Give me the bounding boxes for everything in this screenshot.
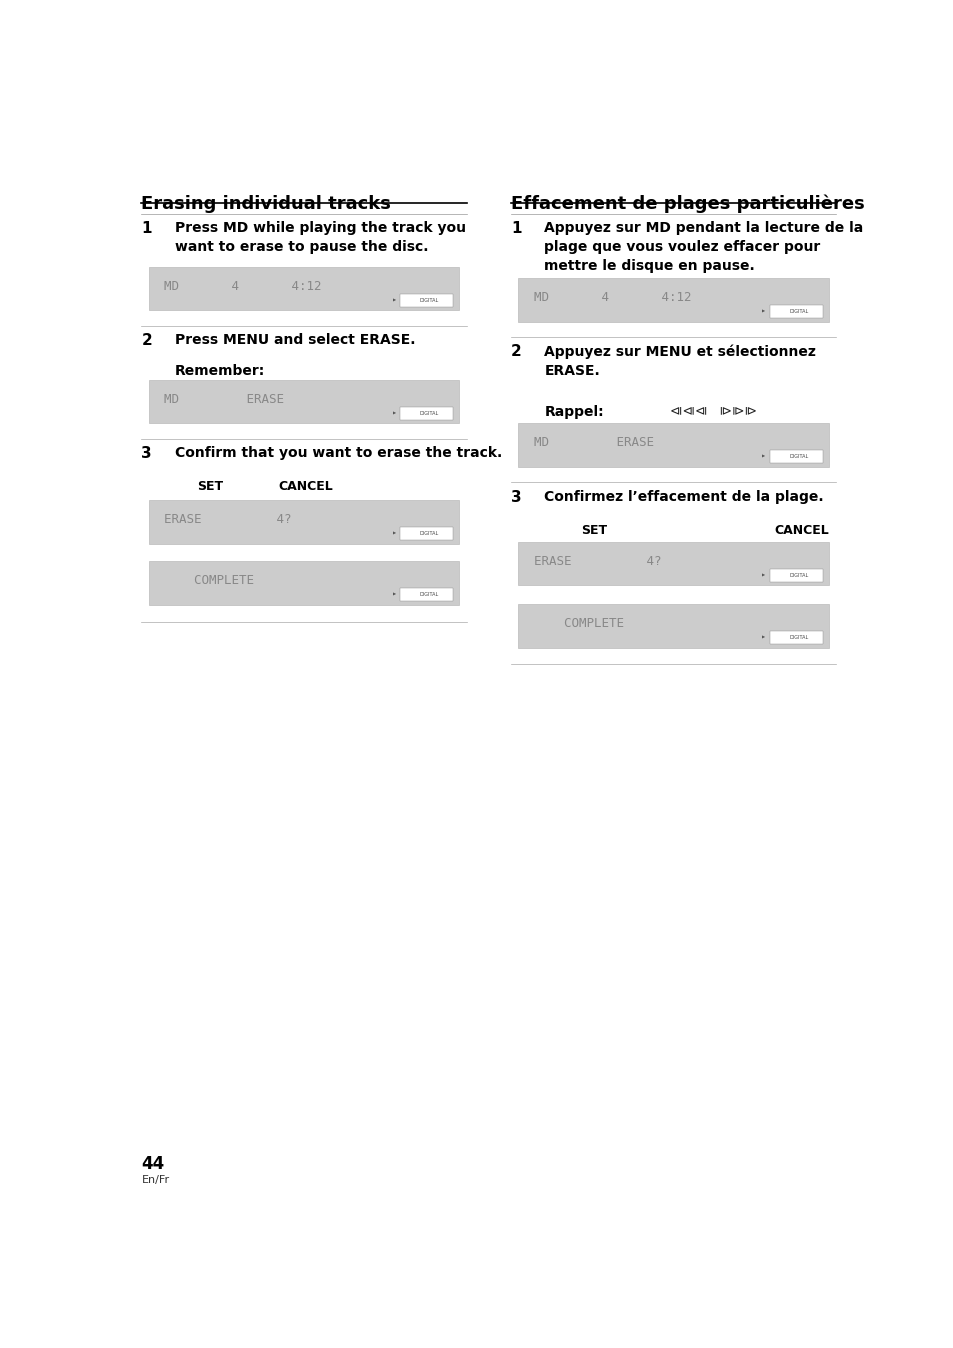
Text: MD       4       4:12: MD 4 4:12 bbox=[534, 291, 691, 305]
FancyBboxPatch shape bbox=[400, 527, 453, 541]
Text: 44: 44 bbox=[141, 1155, 165, 1173]
Text: ⧏⧏⧏   ⧐⧐⧐: ⧏⧏⧏ ⧐⧐⧐ bbox=[174, 395, 261, 408]
Text: ▶: ▶ bbox=[393, 298, 395, 302]
Text: ▷/ⅡⅡ: ▷/ⅡⅡ bbox=[291, 268, 316, 282]
Text: DIGITAL: DIGITAL bbox=[419, 531, 438, 537]
Text: Confirm that you want to erase the track.: Confirm that you want to erase the track… bbox=[174, 446, 501, 460]
Text: CANCEL: CANCEL bbox=[278, 480, 333, 493]
Text: ▶: ▶ bbox=[393, 411, 395, 415]
Text: Remember:: Remember: bbox=[174, 364, 265, 379]
Text: MD       4       4:12: MD 4 4:12 bbox=[164, 280, 321, 293]
Text: SET: SET bbox=[566, 438, 592, 450]
FancyBboxPatch shape bbox=[518, 604, 828, 647]
Text: ▶: ▶ bbox=[393, 531, 395, 535]
Text: 3: 3 bbox=[511, 489, 521, 504]
Text: 1: 1 bbox=[511, 221, 521, 236]
FancyBboxPatch shape bbox=[769, 631, 821, 644]
Text: DIGITAL: DIGITAL bbox=[789, 454, 808, 460]
Text: CANCEL: CANCEL bbox=[774, 524, 828, 537]
Text: ▶: ▶ bbox=[761, 454, 764, 458]
Text: 1: 1 bbox=[141, 221, 152, 236]
FancyBboxPatch shape bbox=[518, 423, 828, 466]
FancyBboxPatch shape bbox=[518, 542, 828, 585]
Text: 3: 3 bbox=[141, 446, 152, 461]
Text: Effacement de plages particulières: Effacement de plages particulières bbox=[511, 195, 864, 213]
Text: ▶: ▶ bbox=[393, 593, 395, 597]
Text: ▶: ▶ bbox=[761, 310, 764, 314]
Text: ▶: ▶ bbox=[761, 635, 764, 639]
Text: ERASE          4?: ERASE 4? bbox=[534, 555, 660, 568]
Text: ▷/ⅡⅡ: ▷/ⅡⅡ bbox=[660, 280, 686, 293]
Text: COMPLETE: COMPLETE bbox=[226, 507, 301, 520]
FancyBboxPatch shape bbox=[149, 267, 458, 310]
FancyBboxPatch shape bbox=[769, 305, 821, 318]
Text: DIGITAL: DIGITAL bbox=[789, 635, 808, 640]
Text: Rappel:: Rappel: bbox=[544, 404, 603, 419]
Text: Appuyez sur MENU et sélectionnez
ERASE.: Appuyez sur MENU et sélectionnez ERASE. bbox=[544, 345, 816, 377]
FancyBboxPatch shape bbox=[518, 278, 828, 322]
FancyBboxPatch shape bbox=[769, 569, 821, 582]
Text: DIGITAL: DIGITAL bbox=[419, 411, 438, 415]
FancyBboxPatch shape bbox=[149, 561, 458, 605]
Text: 2: 2 bbox=[511, 345, 521, 360]
Text: DIGITAL: DIGITAL bbox=[789, 309, 808, 314]
Text: ▶: ▶ bbox=[761, 573, 764, 577]
Text: COMPLETE: COMPLETE bbox=[534, 617, 623, 630]
Text: Erasing individual tracks: Erasing individual tracks bbox=[141, 195, 391, 213]
FancyBboxPatch shape bbox=[149, 500, 458, 543]
Text: ERASE          4?: ERASE 4? bbox=[164, 514, 292, 526]
Text: SET: SET bbox=[433, 395, 459, 408]
Text: En/Fr: En/Fr bbox=[141, 1175, 170, 1185]
Text: SET: SET bbox=[580, 524, 607, 537]
Text: Press MD while playing the track you
want to erase to pause the disc.: Press MD while playing the track you wan… bbox=[174, 221, 465, 253]
Text: COMPLETE: COMPLETE bbox=[754, 551, 828, 563]
FancyBboxPatch shape bbox=[400, 589, 453, 601]
Text: DIGITAL: DIGITAL bbox=[419, 592, 438, 597]
Text: ⧏⧏⧏   ⧐⧐⧐: ⧏⧏⧏ ⧐⧐⧐ bbox=[669, 404, 757, 418]
Text: Appuyez sur MD pendant la lecture de la
plage que vous voulez effacer pour
mettr: Appuyez sur MD pendant la lecture de la … bbox=[544, 221, 862, 272]
Text: MD         ERASE: MD ERASE bbox=[534, 437, 654, 449]
Text: COMPLETE: COMPLETE bbox=[164, 574, 254, 588]
FancyBboxPatch shape bbox=[400, 294, 453, 307]
Text: DIGITAL: DIGITAL bbox=[419, 298, 438, 303]
FancyBboxPatch shape bbox=[769, 450, 821, 464]
Text: SET: SET bbox=[196, 480, 223, 493]
Text: DIGITAL: DIGITAL bbox=[789, 573, 808, 578]
Text: Press MENU and select ERASE.: Press MENU and select ERASE. bbox=[174, 333, 415, 346]
Text: 2: 2 bbox=[141, 333, 152, 348]
FancyBboxPatch shape bbox=[149, 380, 458, 423]
Text: Confirmez l’effacement de la plage.: Confirmez l’effacement de la plage. bbox=[544, 489, 823, 504]
Text: MD         ERASE: MD ERASE bbox=[164, 392, 284, 406]
FancyBboxPatch shape bbox=[400, 407, 453, 419]
